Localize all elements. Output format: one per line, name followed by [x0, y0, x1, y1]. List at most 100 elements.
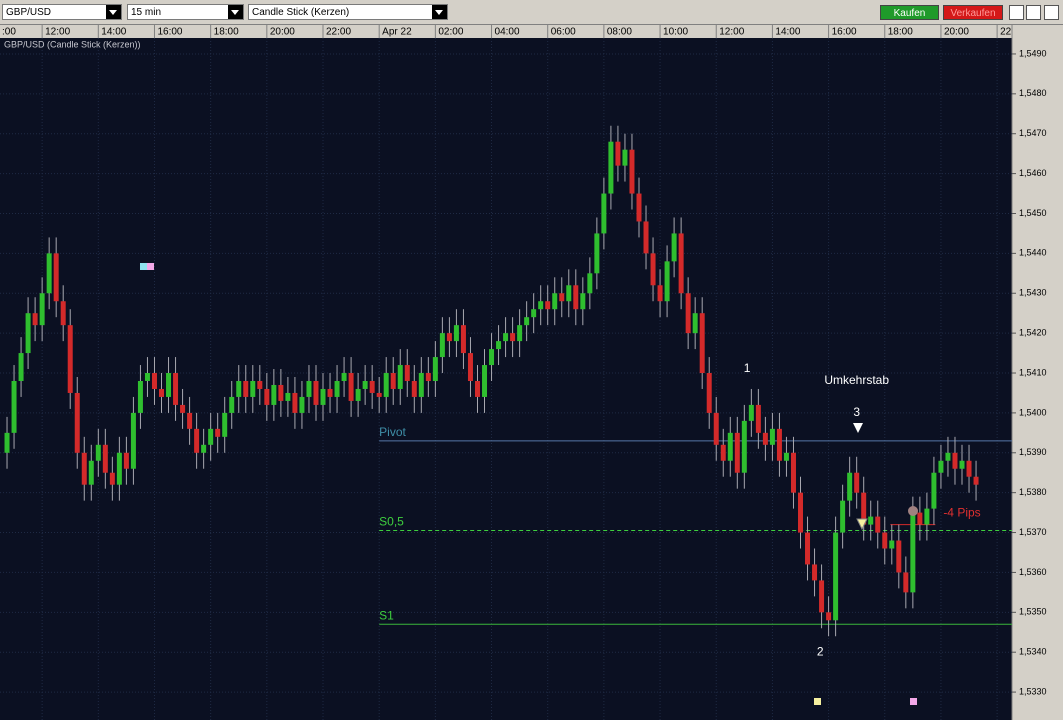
x-tick-label: 22:00 — [326, 27, 351, 38]
x-tick-label: 16:00 — [157, 27, 182, 38]
candle-body — [369, 380, 375, 393]
candle-body — [629, 149, 635, 194]
y-tick-label: 1,5460 — [1019, 168, 1047, 178]
annotation: 2 — [817, 644, 824, 658]
y-tick-label: 1,5340 — [1019, 647, 1047, 657]
candle-body — [580, 293, 586, 310]
candle-body — [938, 460, 944, 473]
x-tick-label: 18:00 — [888, 27, 913, 38]
candle-body — [88, 460, 94, 485]
candle-body — [264, 388, 270, 405]
candle-body — [446, 333, 452, 342]
candle-body — [95, 444, 101, 461]
candle-body — [685, 293, 691, 334]
candle-body — [636, 193, 642, 222]
candle-body — [720, 444, 726, 461]
x-tick-label: 14:00 — [101, 27, 126, 38]
x-tick-label: 10:00 — [663, 27, 688, 38]
annotation: 3 — [853, 405, 860, 419]
candle-body — [840, 500, 846, 533]
candle-body — [137, 380, 143, 413]
dropdown-arrow[interactable] — [228, 5, 243, 19]
candle-body — [875, 516, 881, 533]
candle-body — [439, 333, 445, 358]
candle-body — [285, 392, 291, 401]
y-tick-label: 1,5370 — [1019, 527, 1047, 537]
candle-body — [180, 404, 186, 413]
candle-body — [327, 388, 333, 397]
y-tick-label: 1,5350 — [1019, 607, 1047, 617]
candle-body — [250, 380, 256, 397]
candle-body — [783, 452, 789, 461]
candle-body — [517, 325, 523, 342]
y-tick-label: 1,5400 — [1019, 407, 1047, 417]
exit-marker — [908, 506, 918, 516]
candle-body — [313, 380, 319, 405]
candle-body — [32, 313, 38, 326]
candle-body — [882, 532, 888, 549]
x-tick-label: 04:00 — [495, 27, 520, 38]
x-tick-label: 18:00 — [214, 27, 239, 38]
candle-body — [608, 141, 614, 194]
x-tick-label: 12:00 — [45, 27, 70, 38]
signal-marker — [910, 698, 917, 705]
candle-body — [594, 233, 600, 274]
candle-body — [903, 572, 909, 593]
candle-body — [243, 380, 249, 397]
dropdown-arrow[interactable] — [106, 5, 121, 19]
x-tick-label: 22: — [1000, 27, 1014, 38]
candle-body — [945, 452, 951, 461]
candle-body — [847, 472, 853, 501]
candle-body — [643, 221, 649, 254]
candle-body — [74, 392, 80, 453]
candle-body — [81, 452, 87, 485]
candle-body — [418, 373, 424, 397]
candle-body — [271, 384, 277, 405]
dropdown-arrow[interactable] — [432, 5, 447, 19]
candle-body — [692, 313, 698, 334]
window-icon[interactable] — [1044, 5, 1059, 20]
candle-body — [151, 373, 157, 389]
candle-body — [60, 301, 66, 326]
candle-body — [952, 452, 958, 469]
y-tick-label: 1,5360 — [1019, 567, 1047, 577]
y-tick-label: 1,5330 — [1019, 686, 1047, 696]
style-dropdown[interactable]: Candle Stick (Kerzen) — [248, 4, 448, 20]
sell-button[interactable]: Verkaufen — [943, 5, 1003, 20]
y-tick-label: 1,5470 — [1019, 128, 1047, 138]
candle-body — [833, 532, 839, 621]
buy-button[interactable]: Kaufen — [880, 5, 939, 20]
interval-dropdown[interactable]: 15 min — [127, 4, 244, 20]
reversal-marker — [853, 423, 863, 433]
bar-icon[interactable] — [1009, 5, 1024, 20]
candle-body — [411, 380, 417, 397]
candle-body — [889, 540, 895, 549]
draw-icon[interactable] — [1026, 5, 1041, 20]
candle-body — [531, 309, 537, 318]
candle-body — [215, 428, 221, 437]
candle-body — [734, 432, 740, 473]
symbol-dropdown[interactable]: GBP/USD — [2, 4, 122, 20]
candle-body — [109, 472, 115, 485]
candle-body — [489, 349, 495, 366]
candle-body — [524, 317, 530, 326]
candle-body — [657, 285, 663, 302]
x-tick-label: 16:00 — [832, 27, 857, 38]
x-tick-label: 20:00 — [270, 27, 295, 38]
x-tick-label: 02:00 — [438, 27, 463, 38]
candle-body — [222, 412, 228, 437]
candle-body — [566, 285, 572, 302]
candle-body — [797, 492, 803, 533]
candle-body — [678, 233, 684, 294]
y-tick-label: 1,5420 — [1019, 328, 1047, 338]
candle-body — [917, 512, 923, 525]
candle-body — [355, 388, 361, 401]
candle-body — [538, 301, 544, 310]
candle-body — [552, 293, 558, 310]
level-label: S1 — [379, 608, 394, 622]
candle-body — [482, 365, 488, 397]
candle-body — [650, 253, 656, 286]
candle-body — [46, 253, 52, 294]
candle-body — [474, 380, 480, 397]
x-tick-label: Apr 22 — [382, 27, 412, 38]
